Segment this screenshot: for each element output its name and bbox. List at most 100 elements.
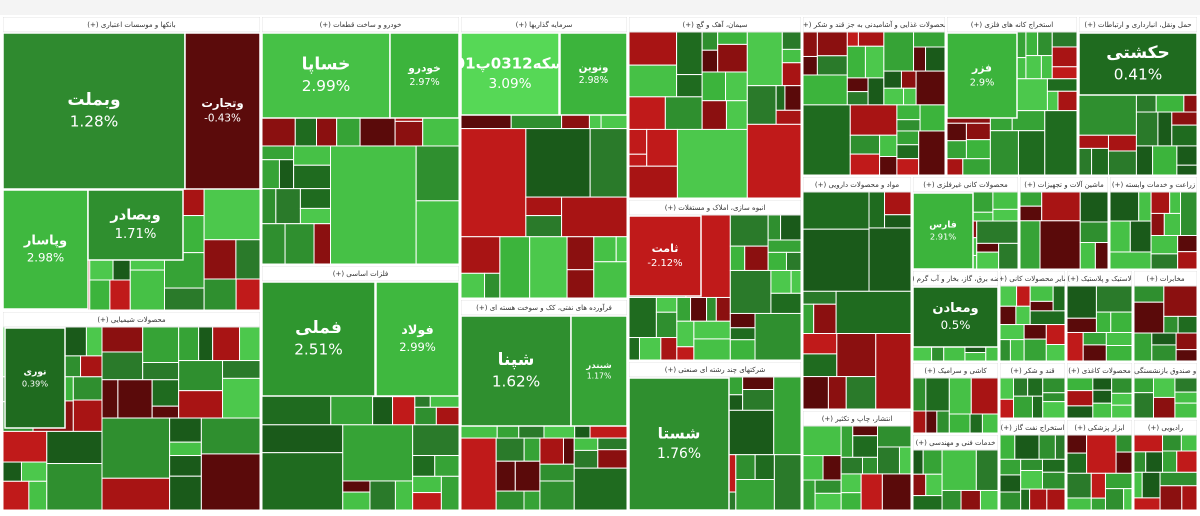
tile	[1145, 451, 1164, 473]
tile	[629, 31, 678, 66]
tile	[725, 71, 748, 102]
tile	[562, 437, 575, 465]
sector-header	[262, 266, 459, 282]
tile	[299, 207, 332, 225]
tile	[1067, 390, 1094, 407]
tile	[1000, 324, 1025, 341]
sector: سرمایه گذاریها (+) سکه0312پ01 3.09% ونوین 2.…	[455, 17, 627, 298]
sector: سایر محصولات کانی (+)	[1000, 271, 1065, 361]
tile	[754, 454, 775, 481]
tile	[868, 227, 911, 292]
tile	[1051, 31, 1077, 48]
tile	[803, 191, 870, 230]
tile	[701, 31, 719, 51]
tile	[484, 272, 501, 298]
tile	[840, 425, 854, 458]
sector-header	[1134, 420, 1197, 436]
tile-change: 2.91%	[930, 232, 956, 242]
tile	[1134, 451, 1147, 473]
tile-name: سکه0312پ01	[455, 55, 566, 73]
tile	[434, 455, 459, 477]
sector-title: فلزات اساسی (+)	[333, 270, 388, 278]
tile-name: ومعادن	[932, 301, 978, 316]
tile	[1090, 472, 1106, 499]
tile	[461, 32, 560, 116]
tile	[3, 430, 48, 463]
tile	[852, 425, 879, 437]
tile	[200, 417, 260, 455]
tile	[660, 337, 678, 360]
tile	[1150, 234, 1179, 255]
tile	[412, 424, 459, 457]
tile	[461, 128, 527, 238]
tile	[1020, 488, 1031, 510]
tile	[867, 77, 885, 106]
tile	[849, 134, 881, 155]
tile	[975, 449, 998, 491]
tile	[1020, 205, 1043, 222]
tile	[392, 396, 416, 426]
tile-change: -2.12%	[647, 258, 682, 269]
tile-change: 1.62%	[492, 373, 540, 391]
sector-title: فرآورده های نفتی، کک و سوخت هسته ای (+)	[476, 303, 612, 312]
tile	[840, 492, 862, 510]
tile	[913, 473, 927, 497]
tile	[860, 473, 883, 510]
tile	[976, 242, 1000, 253]
tile	[1104, 472, 1132, 490]
sector-header	[1000, 420, 1065, 436]
tile	[394, 480, 414, 510]
tile-name: شپنا	[498, 349, 535, 370]
tile	[369, 480, 396, 510]
tile	[1041, 471, 1065, 490]
tile	[3, 480, 30, 510]
sector-header	[1067, 420, 1132, 436]
sector-header	[461, 300, 627, 316]
tile	[313, 223, 332, 264]
tile	[117, 379, 153, 419]
tile	[184, 32, 260, 190]
sector: مخابرات (+)	[1134, 271, 1197, 361]
tile	[262, 145, 295, 161]
tile	[919, 104, 945, 132]
tile	[46, 430, 103, 465]
tile	[1000, 458, 1022, 476]
sector-header	[629, 200, 801, 216]
tile	[1029, 285, 1054, 302]
sector-header	[913, 435, 998, 451]
tile	[499, 236, 531, 298]
tile	[615, 236, 627, 263]
tile	[359, 113, 396, 147]
tile	[1029, 310, 1065, 326]
tile	[1079, 134, 1109, 149]
tile	[1105, 344, 1132, 361]
tile	[655, 311, 678, 339]
tile	[814, 479, 842, 494]
sector-title: محصولات غذایی و آشامیدنی به جز قند و شکر…	[800, 20, 948, 29]
tile	[566, 269, 595, 298]
tile	[142, 362, 180, 381]
tile	[803, 228, 870, 292]
tile	[1067, 452, 1088, 474]
tile	[593, 261, 627, 298]
sector-title: استخراج کانه های فلزی (+)	[971, 21, 1054, 29]
tile	[701, 71, 727, 102]
tile	[573, 467, 627, 510]
tile	[1000, 491, 1022, 510]
tile	[729, 214, 769, 247]
tile-name: وپاسار	[23, 234, 67, 249]
tile	[1111, 377, 1132, 394]
tile	[913, 31, 945, 48]
tile	[1104, 488, 1125, 510]
tile	[461, 315, 572, 427]
tile	[101, 477, 171, 510]
tile-change: -0.43%	[204, 113, 241, 125]
tile	[767, 214, 782, 241]
tile	[375, 281, 459, 397]
tile	[915, 70, 945, 106]
tile	[1134, 497, 1161, 510]
tile	[573, 437, 599, 451]
tile	[87, 189, 184, 261]
tile	[1123, 488, 1132, 510]
